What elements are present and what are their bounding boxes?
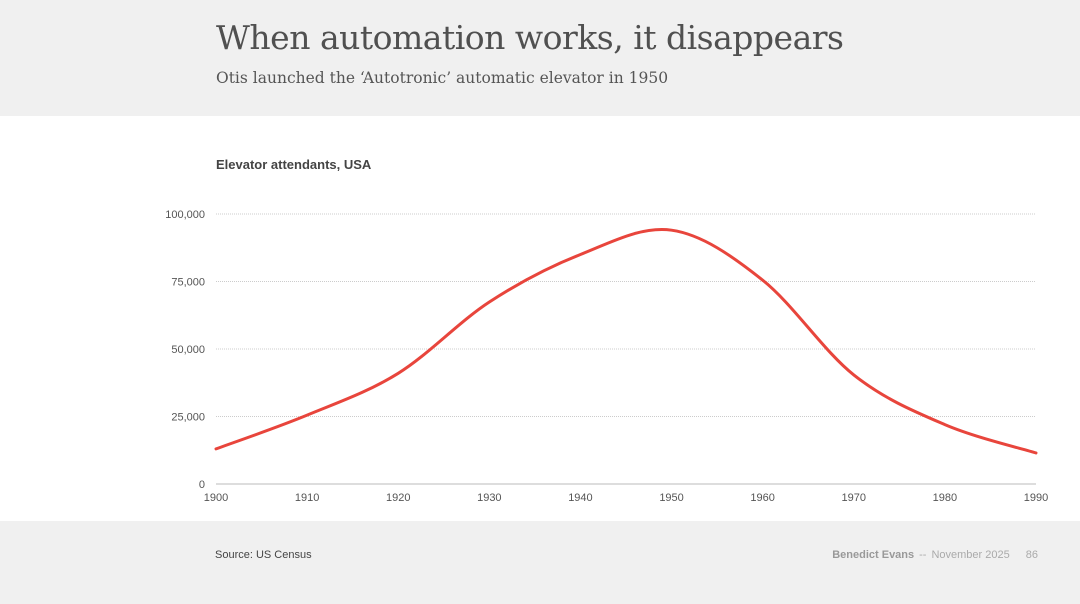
page-title: When automation works, it disappears (216, 18, 844, 57)
date: November 2025 (931, 549, 1010, 561)
header: When automation works, it disappears Oti… (0, 0, 1080, 116)
x-tick-label: 1930 (477, 492, 501, 504)
y-tick-label: 75,000 (171, 277, 205, 289)
x-tick-label: 1940 (568, 492, 592, 504)
y-tick-label: 100,000 (165, 209, 205, 221)
x-tick-label: 1910 (295, 492, 319, 504)
x-tick-label: 1970 (842, 492, 866, 504)
chart-title: Elevator attendants, USA (216, 157, 372, 172)
separator: -- (919, 549, 927, 561)
y-tick-label: 0 (199, 479, 205, 491)
author: Benedict Evans (832, 549, 915, 561)
x-tick-label: 1990 (1024, 492, 1048, 504)
page-number: 86 (1025, 549, 1038, 561)
y-tick-label: 50,000 (171, 344, 205, 356)
x-tick-label: 1960 (750, 492, 774, 504)
source-note: Source: US Census (215, 549, 312, 561)
series-line (214, 228, 1038, 455)
x-tick-label: 1950 (659, 492, 683, 504)
x-tick-label: 1920 (386, 492, 410, 504)
y-tick-label: 25,000 (171, 412, 205, 424)
x-tick-label: 1980 (933, 492, 957, 504)
chart-panel (0, 116, 1080, 521)
x-tick-label: 1900 (204, 492, 228, 504)
footer-credit: Benedict Evans -- November 2025 86 (832, 549, 1038, 561)
page-subtitle: Otis launched the ‘Autotronic’ automatic… (216, 69, 669, 87)
